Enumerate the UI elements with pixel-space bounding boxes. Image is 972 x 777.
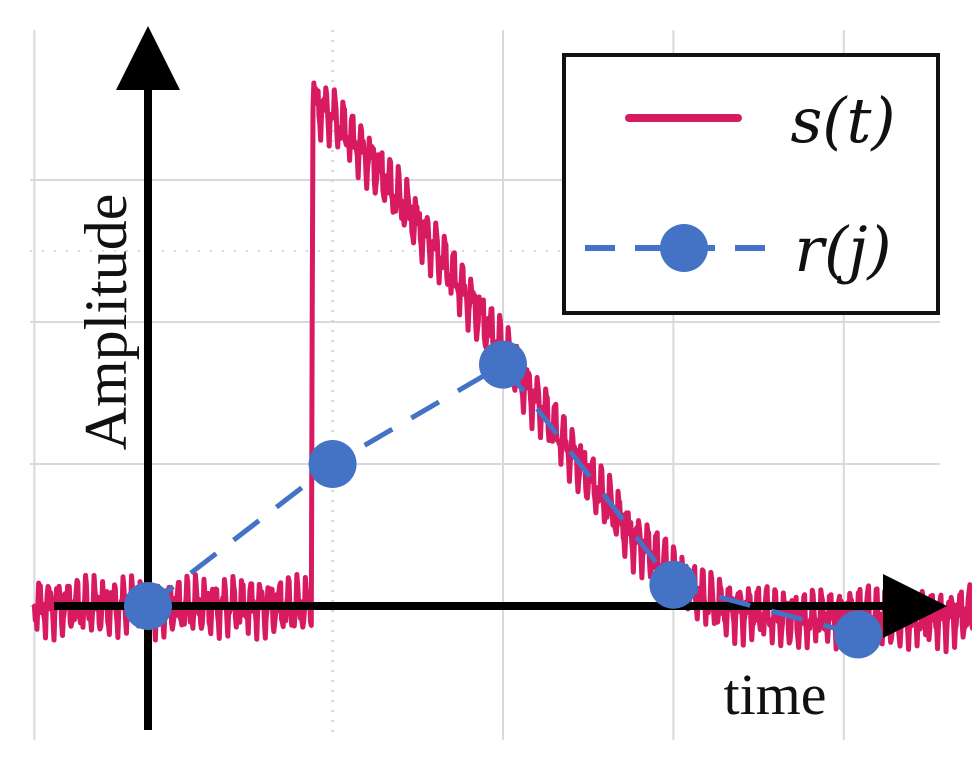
legend: s(t) r(j): [562, 53, 940, 315]
legend-r-marker: [660, 224, 708, 272]
legend-s-label: s(t): [790, 84, 895, 157]
x-axis-label: time: [723, 662, 826, 727]
series-r-line: [146, 361, 859, 637]
legend-box: [562, 53, 940, 315]
series-r-marker: [308, 440, 357, 488]
samples-r-series: [124, 340, 882, 659]
y-axis-label: Amplitude: [73, 194, 139, 451]
series-r-marker: [479, 340, 527, 389]
legend-r-label: r(j): [794, 213, 891, 286]
axes: time Amplitude: [54, 26, 947, 730]
series-r-marker: [649, 560, 698, 609]
series-r-marker: [834, 610, 882, 659]
series-r-marker: [124, 582, 172, 630]
